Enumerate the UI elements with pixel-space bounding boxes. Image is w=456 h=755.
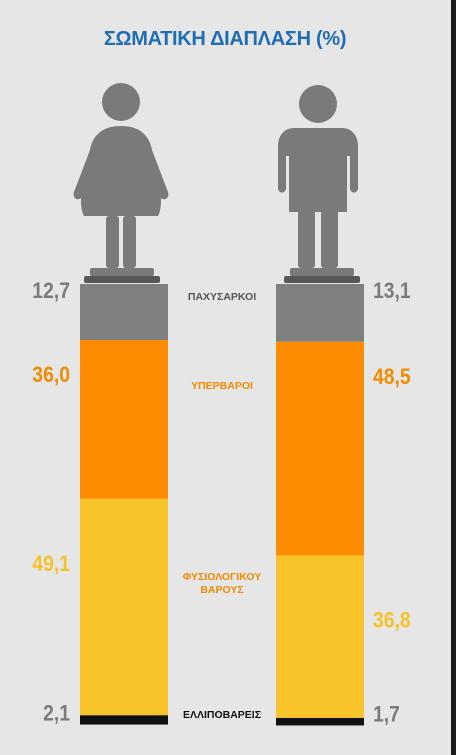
bar-segment xyxy=(80,715,168,725)
data-label: 36,8 xyxy=(373,609,411,633)
legend-label: ΦΥΣΙΟΛΟΓΙΚΟΥ ΒΑΡΟΥΣ xyxy=(183,571,262,596)
man-figure-icon xyxy=(278,85,358,268)
right-border xyxy=(451,0,456,755)
bar-segment xyxy=(80,284,168,341)
data-label: 2,1 xyxy=(43,701,70,725)
data-label: 36,0 xyxy=(32,363,70,387)
bar-segment xyxy=(80,498,168,716)
legend-label: ΠΑΧΥΣΑΡΚΟΙ xyxy=(188,291,256,303)
legend-label: ΕΛΛΙΠΟΒΑΡΕΙΣ xyxy=(183,709,261,721)
data-label: 13,1 xyxy=(373,279,411,303)
bar-segment xyxy=(276,284,364,342)
scale-icon xyxy=(84,268,360,283)
data-label: 12,7 xyxy=(32,279,70,303)
data-label: 48,5 xyxy=(373,365,411,389)
data-label: 49,1 xyxy=(32,552,70,576)
legend-label: ΥΠΕΡΒΑΡΟΙ xyxy=(191,380,253,392)
bar-segment xyxy=(80,340,168,499)
bar-segment xyxy=(276,555,364,718)
data-label: 1,7 xyxy=(373,702,400,726)
chart-title: ΣΩΜΑΤΙΚΗ ΔΙΑΠΛΑΣΗ (%) xyxy=(103,28,347,50)
bar-segment xyxy=(276,341,364,556)
bar-segment xyxy=(276,717,364,726)
woman-figure-icon xyxy=(73,83,169,268)
